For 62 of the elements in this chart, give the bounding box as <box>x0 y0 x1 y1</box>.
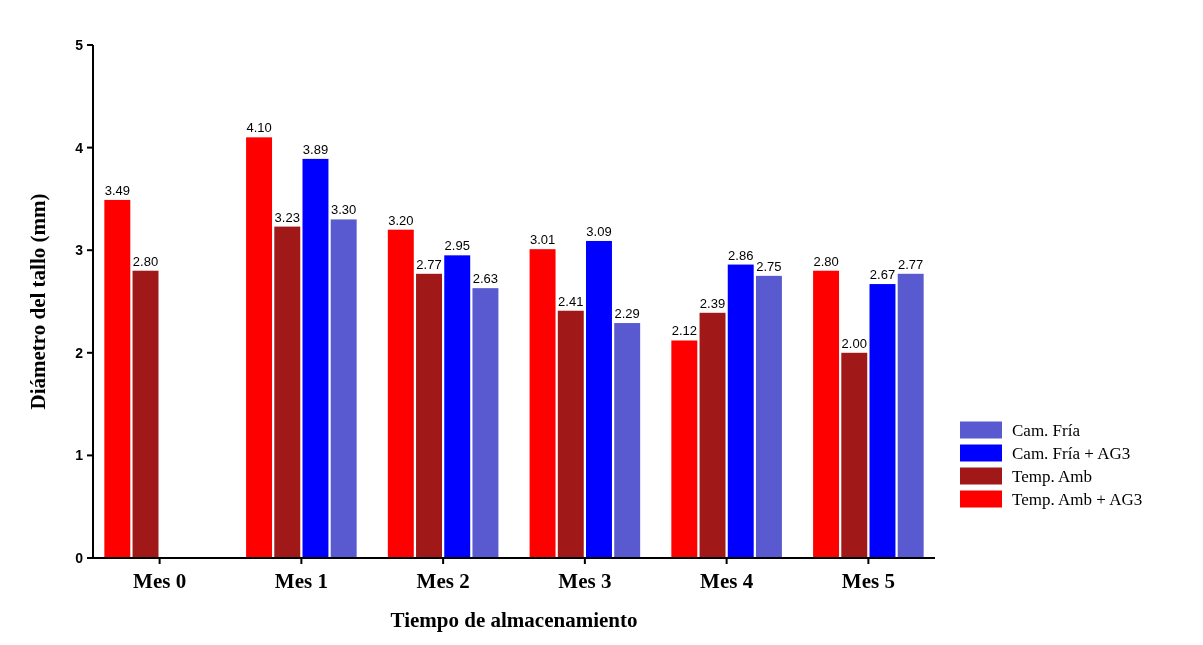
data-label: 4.10 <box>246 120 272 136</box>
bar <box>755 275 782 558</box>
bar <box>274 226 301 558</box>
data-label: 2.12 <box>671 323 697 339</box>
data-label: 2.95 <box>444 238 470 254</box>
bar <box>586 240 612 558</box>
bar <box>330 219 357 558</box>
data-label: 2.67 <box>869 267 896 283</box>
bar <box>529 249 556 558</box>
data-label: 3.30 <box>331 202 357 218</box>
bar <box>444 255 471 558</box>
bar <box>472 288 499 558</box>
y-tick-label: 5 <box>75 36 84 53</box>
data-label: 2.86 <box>728 247 754 263</box>
x-tick-label: Mes 0 <box>133 569 187 593</box>
x-tick-label: Mes 2 <box>416 569 470 593</box>
data-label: 2.39 <box>699 295 726 311</box>
legend-label: Cam. Fría <box>1012 421 1081 441</box>
x-tick-label: Mes 1 <box>274 569 328 593</box>
data-label: 2.75 <box>756 258 782 274</box>
data-label: 2.00 <box>841 335 867 351</box>
data-label: 2.80 <box>132 253 159 269</box>
data-label: 3.20 <box>388 212 414 228</box>
legend-label: Temp. Amb + AG3 <box>1012 490 1143 510</box>
bar <box>104 199 131 558</box>
data-label: 2.77 <box>898 256 924 272</box>
y-tick-label: 2 <box>75 344 84 361</box>
bar <box>132 270 159 558</box>
data-label: 3.23 <box>274 209 300 225</box>
data-label: 3.09 <box>586 223 612 239</box>
bar <box>387 229 414 558</box>
data-label: 3.49 <box>104 182 130 198</box>
bar <box>841 352 868 558</box>
x-tick-label: Mes 4 <box>700 569 754 593</box>
x-axis-title: Tiempo de almacenamiento <box>390 608 638 632</box>
bar <box>813 270 840 558</box>
bar <box>614 323 641 558</box>
bar <box>897 273 924 558</box>
data-label: 2.41 <box>558 293 584 309</box>
bar <box>302 158 329 558</box>
y-tick-label: 1 <box>75 447 84 464</box>
legend-label: Temp. Amb <box>1012 467 1093 487</box>
bar <box>699 312 726 558</box>
y-tick-label: 3 <box>75 242 84 259</box>
bar <box>557 310 584 558</box>
bar <box>416 273 442 558</box>
legend-label: Cam. Fría + AG3 <box>1012 444 1131 464</box>
bar <box>671 340 698 558</box>
x-tick-label: Mes 3 <box>558 569 612 593</box>
data-label: 3.01 <box>529 232 556 248</box>
data-label: 2.63 <box>472 271 499 287</box>
x-tick-label: Mes 5 <box>841 569 895 593</box>
y-tick-label: 4 <box>75 139 84 156</box>
data-label: 2.80 <box>813 253 839 269</box>
y-tick-label: 0 <box>75 549 84 566</box>
data-label: 3.89 <box>302 141 329 157</box>
bar <box>246 137 273 558</box>
bar <box>727 264 754 558</box>
data-label: 2.77 <box>416 256 442 272</box>
y-axis-title: Diámetro del tallo (mm) <box>26 193 50 410</box>
data-label: 2.29 <box>614 306 640 322</box>
bar <box>869 284 896 558</box>
